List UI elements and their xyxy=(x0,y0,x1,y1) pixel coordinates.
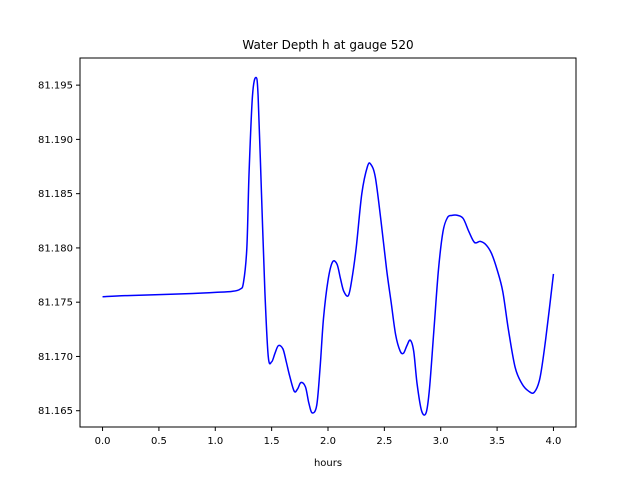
chart-title: Water Depth h at gauge 520 xyxy=(242,38,413,52)
y-tick-label: 81.195 xyxy=(38,81,73,92)
x-tick-label: 3.0 xyxy=(433,436,449,447)
x-axis-label: hours xyxy=(314,458,342,469)
y-tick-label: 81.185 xyxy=(38,189,73,200)
x-tick-label: 2.0 xyxy=(320,436,336,447)
x-tick-label: 1.0 xyxy=(207,436,223,447)
y-tick-label: 81.180 xyxy=(38,243,73,254)
y-axis: 81.165 81.170 81.175 81.180 81.185 81.190 81.1… xyxy=(38,81,80,417)
series-group xyxy=(102,76,555,416)
x-tick-label: 3.5 xyxy=(489,436,505,447)
series-line xyxy=(102,76,555,416)
x-tick-label: 4.0 xyxy=(546,436,562,447)
x-axis: 0.0 0.5 1.0 1.5 2.0 2.5 3.0 3.5 4.0 xyxy=(95,427,562,447)
plot-frame xyxy=(79,57,577,428)
x-tick-label: 2.5 xyxy=(376,436,392,447)
x-tick-label: 0.0 xyxy=(95,436,111,447)
x-tick-label: 1.5 xyxy=(264,436,280,447)
y-tick-label: 81.175 xyxy=(38,298,73,309)
x-tick-label: 0.5 xyxy=(151,436,167,447)
y-tick-label: 81.170 xyxy=(38,352,73,363)
y-tick-label: 81.165 xyxy=(38,406,73,417)
y-tick-label: 81.190 xyxy=(38,135,73,146)
